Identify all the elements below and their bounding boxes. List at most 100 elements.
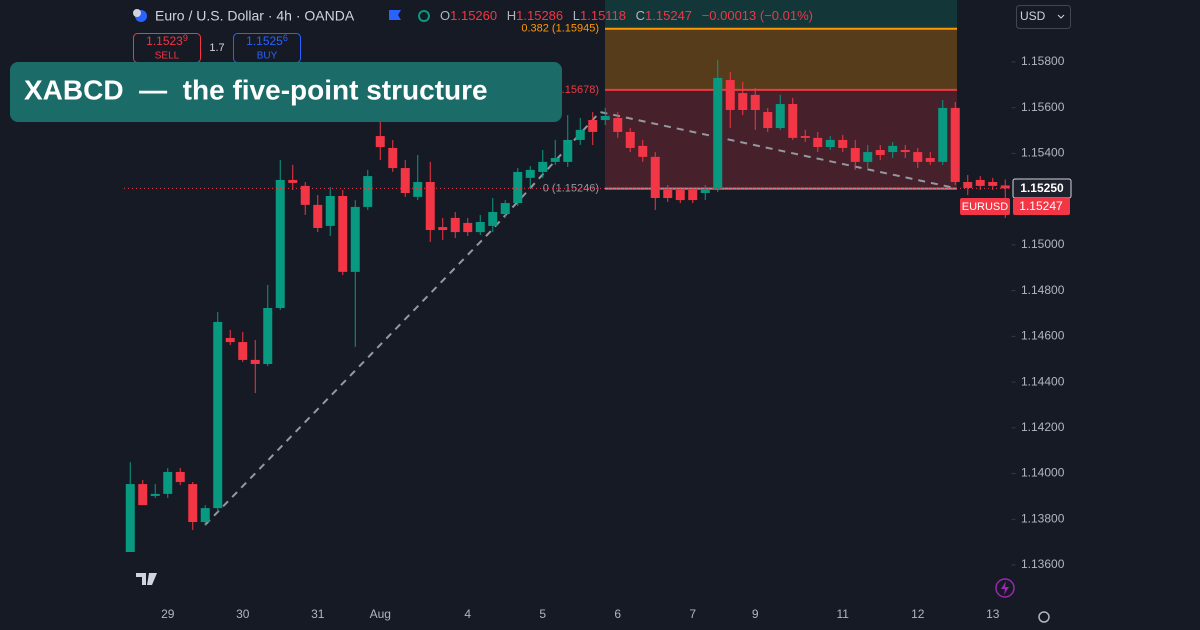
candle-body xyxy=(525,169,535,178)
bid-price: 1.15250 xyxy=(1020,181,1064,195)
candle-body xyxy=(850,147,860,162)
ohlc-label: H xyxy=(507,8,516,23)
y-tick-label: 1.14800 xyxy=(1021,283,1065,297)
logo xyxy=(136,573,157,585)
y-tick-label: 1.15800 xyxy=(1021,54,1065,68)
spread: 1.7 xyxy=(209,42,224,54)
lightning-icon[interactable] xyxy=(995,578,1015,598)
x-tick-label: 11 xyxy=(837,607,850,621)
candle-body xyxy=(150,493,160,496)
candle-body xyxy=(475,222,485,233)
candle-body xyxy=(275,179,285,309)
change: −0.00013 (−0.01%) xyxy=(702,8,813,23)
candle-body xyxy=(313,204,323,228)
settings-icon[interactable] xyxy=(1038,611,1050,623)
sell-price: 1.15239 xyxy=(146,33,188,48)
ohlc-label: L xyxy=(573,8,580,23)
candle-body xyxy=(450,217,460,233)
ohlc-label: C xyxy=(636,8,645,23)
candle-body xyxy=(638,145,648,157)
x-tick-label: 6 xyxy=(614,607,621,621)
buy-price: 1.15256 xyxy=(246,33,288,48)
candle-body xyxy=(838,139,848,148)
flag-marker[interactable] xyxy=(389,10,401,20)
candle-body xyxy=(400,168,410,193)
candle-body xyxy=(538,161,548,172)
candle-body xyxy=(513,171,523,204)
candle-body xyxy=(675,190,685,201)
candle-body xyxy=(938,107,948,162)
candle-body xyxy=(750,94,760,110)
overlay-title: XABCD — the five-point structure xyxy=(24,74,488,105)
candle-body xyxy=(625,131,635,148)
candle-body xyxy=(250,359,260,365)
x-tick-label: 13 xyxy=(986,607,1000,621)
candle-body xyxy=(913,152,923,162)
candle-body xyxy=(438,227,448,231)
candle-body xyxy=(925,158,935,162)
candle-body xyxy=(375,136,385,148)
y-tick-label: 1.14600 xyxy=(1021,329,1065,343)
symbol-tag-text: EURUSD xyxy=(962,201,1009,213)
ohlc-value: 1.15286 xyxy=(516,8,563,23)
overlay-banner xyxy=(10,62,562,122)
candle-body xyxy=(713,77,723,191)
candle-body xyxy=(225,337,235,343)
x-tick-label: 30 xyxy=(236,607,250,621)
currency: USD xyxy=(1020,9,1046,23)
candle-body xyxy=(775,104,785,129)
close-tag xyxy=(1013,198,1070,215)
candle-body xyxy=(725,80,735,110)
x-tick-label: 29 xyxy=(161,607,175,621)
candle-body xyxy=(213,321,223,509)
candle-body xyxy=(163,471,173,494)
sell-price-main: 1.1523 xyxy=(146,34,183,48)
fib-label: (1.15678) xyxy=(552,84,599,96)
ohlc-value: 1.15118 xyxy=(580,8,626,23)
ohlc-value: 1.15247 xyxy=(645,8,692,23)
candle-body xyxy=(350,206,360,272)
sell-price-sup: 9 xyxy=(183,33,188,43)
candle-body xyxy=(688,190,698,201)
y-tick-label: 1.15400 xyxy=(1021,146,1065,160)
candle-body xyxy=(900,150,910,153)
x-tick-label: Aug xyxy=(370,607,391,621)
candle-body xyxy=(975,179,985,186)
x-tick-label: 7 xyxy=(689,607,696,621)
y-tick-label: 1.14200 xyxy=(1021,420,1065,434)
x-tick-label: 9 xyxy=(752,607,759,621)
candle-body xyxy=(338,195,348,272)
candle-body xyxy=(413,182,423,197)
candle-body xyxy=(363,176,373,207)
candle-body xyxy=(650,156,660,199)
candle-body xyxy=(1000,185,1010,189)
candle-body xyxy=(788,104,798,138)
y-tick-label: 1.15600 xyxy=(1021,100,1065,114)
candle-body xyxy=(963,182,973,188)
x-tick-label: 5 xyxy=(539,607,546,621)
flag-icon xyxy=(133,9,141,17)
candle-body xyxy=(738,93,748,110)
symbol-tag xyxy=(960,198,1010,215)
candle-body xyxy=(200,508,210,523)
currency-dropdown[interactable] xyxy=(1016,5,1071,29)
sell-label: SELL xyxy=(155,51,180,62)
candle-body xyxy=(825,139,835,148)
fib-label: 0 (1.15246) xyxy=(543,183,599,195)
candle-body xyxy=(613,117,623,132)
candle-body xyxy=(325,195,335,226)
candle-body xyxy=(700,190,710,193)
candle-body xyxy=(300,185,310,205)
zone xyxy=(605,0,957,29)
candle-body xyxy=(663,190,673,199)
y-tick-label: 1.13600 xyxy=(1021,557,1065,571)
buy-price-sup: 6 xyxy=(283,33,288,43)
candle-body xyxy=(563,139,573,162)
x-tick-label: 4 xyxy=(464,607,471,621)
y-tick-label: 1.14000 xyxy=(1021,466,1065,480)
candle-body xyxy=(863,152,873,162)
fib-label: 0.382 (1.15945) xyxy=(521,23,599,35)
symbol: Euro / U.S. Dollar · 4h · OANDA xyxy=(155,8,355,24)
candle-body xyxy=(238,342,248,360)
